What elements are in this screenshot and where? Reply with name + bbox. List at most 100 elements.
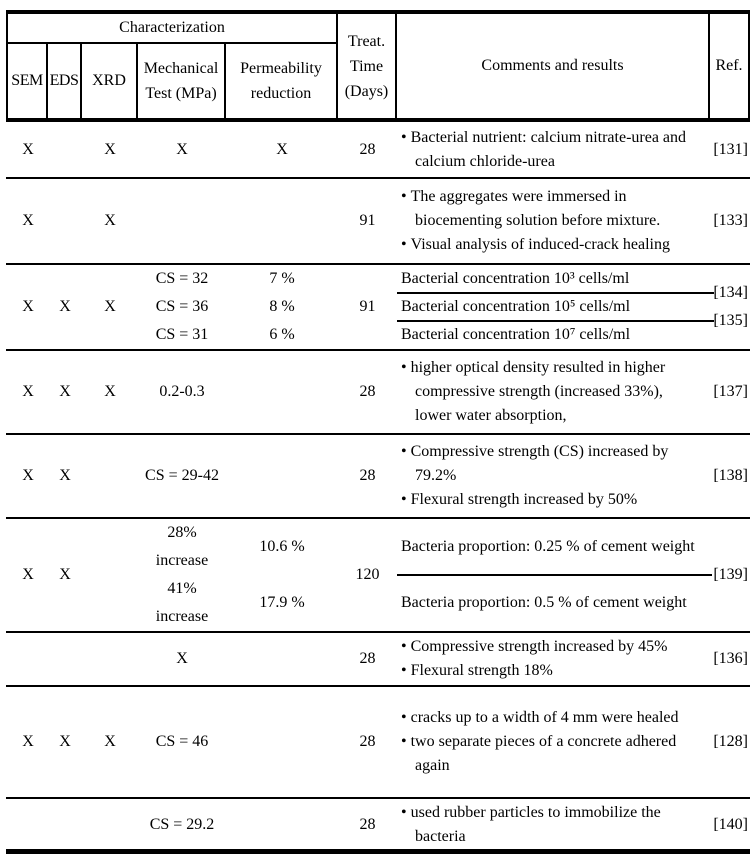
cell-eds: X xyxy=(59,566,71,583)
table-row: X X 28% increase 41% increase 10.6 % 17.… xyxy=(6,519,750,631)
cell-treat-time: 28 xyxy=(359,140,376,158)
comment-item: Compressive strength increased by 45% xyxy=(401,635,698,659)
cell-xrd xyxy=(82,799,138,851)
cell-sem: X xyxy=(22,566,34,583)
cell-mechanical: CS = 29.2 xyxy=(149,816,215,833)
header-characterization: Characterization xyxy=(8,14,338,44)
mech-value: increase xyxy=(155,552,209,569)
row-divider xyxy=(6,349,750,351)
cell-xrd xyxy=(82,519,138,631)
comment-item: Flexural strength 18% xyxy=(401,659,698,683)
sub-divider xyxy=(397,574,712,576)
cell-treat-time: 120 xyxy=(355,566,380,583)
table-row: X X X 0.2-0.3 28 higher optical density … xyxy=(6,351,750,433)
cell-ref: [135] xyxy=(713,312,748,329)
cell-treat-time: 28 xyxy=(359,467,376,484)
cell-mechanical: CS = 46 xyxy=(155,733,209,750)
mech-value: increase xyxy=(155,608,209,625)
header-xrd: XRD xyxy=(82,44,138,118)
row-divider xyxy=(6,685,750,687)
mech-value: CS = 36 xyxy=(155,298,209,315)
cell-ref: [137] xyxy=(713,383,748,400)
row-divider xyxy=(6,797,750,799)
cell-mechanical: X xyxy=(176,650,188,667)
cell-xrd: X xyxy=(104,383,116,400)
table-header: Characterization SEM EDS XRD Mechanical … xyxy=(6,10,750,122)
cell-sem xyxy=(8,633,48,685)
comment-item: two separate pieces of a concrete adhere… xyxy=(401,730,698,778)
cell-eds xyxy=(48,799,82,851)
mech-value: CS = 31 xyxy=(155,326,209,343)
cell-treat-time: 91 xyxy=(359,212,376,229)
cell-ref: [136] xyxy=(713,650,748,667)
perm-value: 17.9 % xyxy=(259,594,305,611)
perm-value: 8 % xyxy=(269,298,295,315)
header-treatment-time: Treat. Time (Days) xyxy=(338,14,397,118)
table-row: X X CS = 29-42 28 Compressive strength (… xyxy=(6,435,750,517)
characterization-table: Characterization SEM EDS XRD Mechanical … xyxy=(6,10,750,854)
cell-mechanical: 0.2-0.3 xyxy=(159,383,205,400)
cell-permeability xyxy=(226,633,338,685)
table-bottom-border xyxy=(6,849,750,854)
cell-eds: X xyxy=(59,733,71,750)
cell-ref: [139] xyxy=(713,566,748,583)
cell-permeability: 10.6 % 17.9 % xyxy=(226,519,338,631)
cell-ref: [134] xyxy=(713,284,748,301)
cell-mechanical: 28% increase 41% increase xyxy=(138,519,226,631)
header-sem: SEM xyxy=(8,44,48,118)
comment-subrow: Bacterial concentration 10⁵ cells/ml xyxy=(401,298,631,315)
cell-comments: The aggregates were immersed in biocemen… xyxy=(397,179,710,263)
cell-treat-time: 28 xyxy=(359,733,376,750)
cell-sem: X xyxy=(22,467,34,484)
cell-comments: Bacterial nutrient: calcium nitrate-urea… xyxy=(397,122,710,177)
comment-item: used rubber particles to immobilize the … xyxy=(401,801,698,849)
cell-treat-time: 28 xyxy=(359,816,376,833)
cell-treat-time: 28 xyxy=(359,383,376,400)
comment-item: The aggregates were immersed in biocemen… xyxy=(401,185,698,233)
cell-comments: Compressive strength increased by 45% Fl… xyxy=(397,633,710,685)
comment-item: cracks up to a width of 4 mm were healed xyxy=(401,706,698,730)
cell-ref: [133] xyxy=(713,212,748,229)
cell-xrd xyxy=(82,435,138,517)
cell-sem xyxy=(8,799,48,851)
row-divider xyxy=(6,263,750,265)
cell-ref: [131] xyxy=(713,140,748,158)
sub-divider xyxy=(397,320,714,322)
comment-item: Flexural strength increased by 50% xyxy=(401,488,698,512)
header-ref: Ref. xyxy=(715,57,743,74)
row-divider xyxy=(6,631,750,633)
cell-comments: Compressive strength (CS) increased by 7… xyxy=(397,435,710,517)
table-row: X X X CS = 46 28 cracks up to a width of… xyxy=(6,687,750,797)
row-divider xyxy=(6,433,750,435)
perm-value: 6 % xyxy=(269,326,295,343)
sub-divider xyxy=(397,292,714,294)
cell-sem: X xyxy=(22,298,34,315)
cell-permeability xyxy=(226,179,338,263)
cell-comments: cracks up to a width of 4 mm were healed… xyxy=(397,687,710,797)
cell-sem: X xyxy=(22,383,34,400)
cell-ref: [138] xyxy=(713,467,748,484)
cell-xrd: X xyxy=(104,212,116,229)
cell-comments: higher optical density resulted in highe… xyxy=(397,351,710,433)
mech-value: 28% xyxy=(167,524,197,541)
cell-permeability: 7 % 8 % 6 % xyxy=(226,265,338,349)
comment-item: Bacterial nutrient: calcium nitrate-urea… xyxy=(401,126,698,174)
cell-permeability xyxy=(226,687,338,797)
cell-eds: X xyxy=(59,383,71,400)
cell-eds xyxy=(48,179,82,263)
cell-ref: [140] xyxy=(713,816,748,833)
cell-mechanical: CS = 32 CS = 36 CS = 31 xyxy=(138,265,226,349)
row-divider xyxy=(6,517,750,519)
cell-ref: [128] xyxy=(713,733,748,750)
cell-permeability: X xyxy=(276,140,288,158)
comment-subrow: Bacterial concentration 10⁷ cells/ml xyxy=(401,326,631,343)
header-mechanical-test: Mechanical Test (MPa) xyxy=(138,44,226,118)
cell-permeability xyxy=(226,435,338,517)
header-comments: Comments and results xyxy=(397,14,710,118)
comment-subrow: Bacteria proportion: 0.5 % of cement wei… xyxy=(401,594,687,611)
comment-item: Compressive strength (CS) increased by 7… xyxy=(401,440,698,488)
cell-permeability xyxy=(226,351,338,433)
comment-item: higher optical density resulted in highe… xyxy=(401,356,698,428)
cell-mechanical: CS = 29-42 xyxy=(145,467,219,484)
